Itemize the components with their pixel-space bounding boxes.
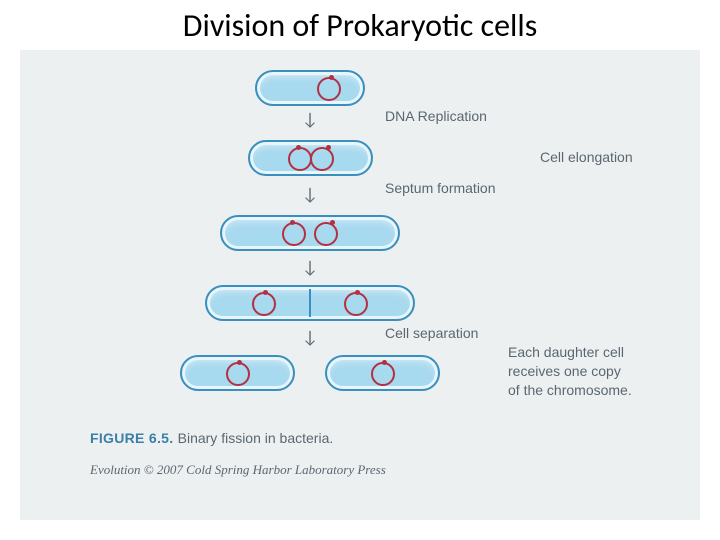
chromosome-ring: [371, 362, 395, 386]
septum: [309, 289, 311, 317]
stage-stage4: [20, 285, 700, 325]
step-label: Cell separation: [385, 325, 478, 341]
stage-stage3: [20, 215, 700, 255]
chromosome-ring: [252, 292, 276, 316]
down-arrow-icon: ↓: [302, 110, 318, 128]
figure-number: FIGURE 6.5.: [90, 430, 178, 446]
chromosome-ring: [314, 222, 338, 246]
chromosome-ring: [226, 362, 250, 386]
prokaryote-cell: [220, 215, 400, 251]
prokaryote-cell: [325, 355, 440, 391]
chromosome-ring: [344, 292, 368, 316]
down-arrow-icon: ↓: [302, 185, 318, 203]
origin-dot: [382, 360, 387, 365]
prokaryote-cell: [255, 70, 365, 106]
prokaryote-cell: [205, 285, 415, 321]
page-title: Division of Prokaryotic cells: [0, 0, 720, 49]
origin-dot: [237, 360, 242, 365]
stage-stage1: [20, 70, 700, 110]
origin-dot: [326, 145, 331, 150]
figure-caption: FIGURE 6.5. Binary fission in bacteria.: [90, 430, 333, 446]
down-arrow-icon: ↓: [302, 328, 318, 346]
chromosome-ring: [282, 222, 306, 246]
step-label: DNA Replication: [385, 108, 487, 124]
side-label: Cell elongation: [540, 148, 633, 167]
chromosome-ring: [288, 147, 312, 171]
step-label: Septum formation: [385, 180, 496, 196]
prokaryote-cell: [180, 355, 295, 391]
side-label: Each daughter cell receives one copy of …: [508, 343, 632, 400]
chromosome-ring: [310, 147, 334, 171]
origin-dot: [290, 220, 295, 225]
origin-dot: [296, 145, 301, 150]
prokaryote-cell: [248, 140, 373, 176]
figure-caption-text: Binary fission in bacteria.: [178, 430, 334, 446]
origin-dot: [355, 290, 360, 295]
credit-line: Evolution © 2007 Cold Spring Harbor Labo…: [90, 462, 386, 478]
chromosome-ring: [317, 77, 341, 101]
down-arrow-icon: ↓: [302, 258, 318, 276]
origin-dot: [329, 75, 334, 80]
binary-fission-diagram: ↓ ↓ ↓ ↓ DNA Replication Septum formation Cell …: [20, 50, 700, 520]
origin-dot: [263, 290, 268, 295]
origin-dot: [330, 220, 335, 225]
